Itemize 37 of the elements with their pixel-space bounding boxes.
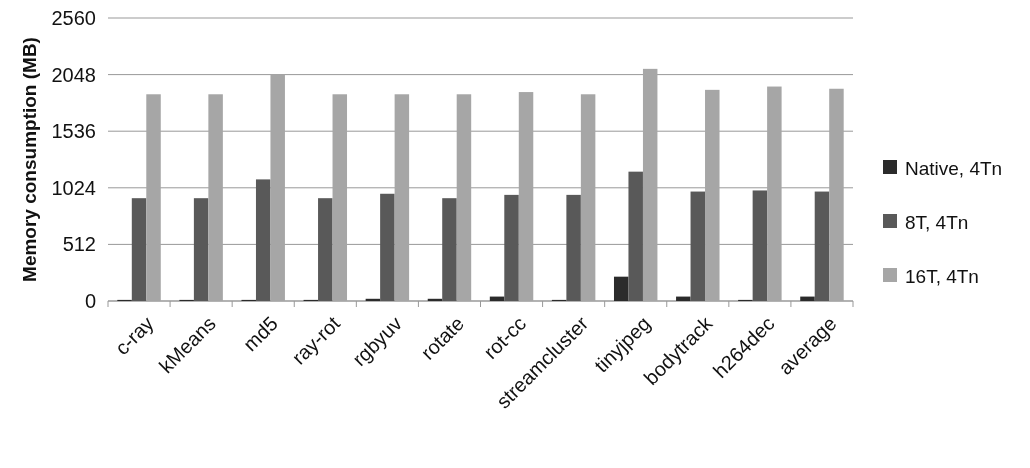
y-tick-label: 2048 [51, 63, 96, 86]
bar [380, 193, 395, 301]
bar [270, 74, 285, 301]
bar [767, 86, 782, 301]
legend-label: Native, 4Tn [905, 157, 1003, 179]
bar [193, 198, 209, 301]
y-tick-label: 2560 [51, 7, 96, 29]
legend-label: 16T, 4Tn [905, 265, 979, 287]
bar [518, 92, 534, 301]
bar [146, 94, 161, 301]
bar [566, 194, 581, 301]
bar [318, 198, 333, 301]
bar [332, 94, 348, 301]
bar [394, 94, 410, 301]
bar [642, 68, 658, 301]
bar [690, 191, 706, 301]
bar [814, 191, 830, 301]
bar [208, 94, 223, 301]
bar [456, 94, 472, 301]
bar [255, 179, 271, 301]
bar [676, 296, 691, 301]
bar [442, 198, 457, 301]
bar [705, 89, 720, 301]
bar [800, 296, 815, 301]
bar [829, 88, 844, 301]
legend-label: 8T, 4Tn [905, 211, 969, 233]
y-tick-label: 512 [62, 233, 96, 256]
y-tick-label: 0 [84, 290, 96, 312]
bar [580, 94, 596, 301]
y-axis-title: Memory consumption (MB) [19, 37, 40, 282]
bar [628, 171, 643, 301]
bar [131, 198, 147, 301]
bar [752, 190, 768, 301]
y-tick-label: 1024 [51, 176, 96, 199]
bar [504, 194, 519, 301]
y-tick-label: 1536 [51, 120, 96, 143]
bar [613, 276, 629, 301]
